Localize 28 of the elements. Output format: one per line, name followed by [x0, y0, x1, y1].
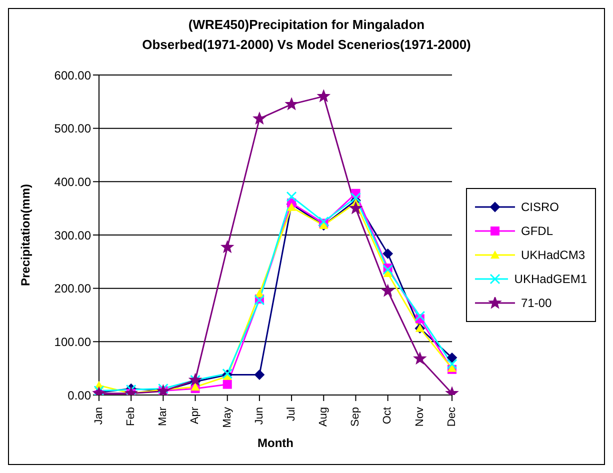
- x-tick-label: Jun: [253, 407, 266, 425]
- x-tick-label: Feb: [124, 407, 137, 426]
- x-tick-label: Jul: [285, 407, 298, 422]
- chart-title: (WRE450)Precipitation for Mingaladon: [187, 16, 426, 34]
- x-tick-label: Dec: [446, 406, 458, 427]
- y-tick-label: 300.00: [54, 228, 92, 242]
- x-tick-label: Mar: [157, 406, 170, 426]
- y-tick-label: 200.00: [54, 282, 92, 296]
- x-axis-title: Month: [258, 436, 294, 450]
- x-tick-label: Sep: [350, 407, 362, 427]
- y-axis-title: Precipitation(mm): [18, 184, 32, 286]
- y-tick-label: 0.00: [68, 388, 92, 402]
- y-tick-label: 400.00: [54, 174, 92, 189]
- x-tick-label: Aug: [318, 407, 330, 427]
- x-tick-label: May: [221, 406, 234, 428]
- legend-label: CISRO: [521, 200, 560, 214]
- legend-label: UKHadCM3: [521, 248, 586, 262]
- legend-label: UKHadGEM1: [514, 272, 587, 286]
- legend-label: 71-00: [521, 296, 552, 310]
- chart-subtitle: Obserbed(1971-2000) Vs Model Scenerios(1971-2000): [141, 36, 472, 54]
- x-tick-label: Nov: [414, 406, 426, 427]
- y-tick-label: 600.00: [54, 68, 92, 82]
- y-tick-label: 500.00: [54, 122, 92, 136]
- x-tick-label: Jan: [92, 407, 105, 425]
- y-tick-label: 100.00: [54, 334, 92, 349]
- x-tick-label: Oct: [382, 407, 394, 424]
- legend-label: GFDL: [521, 224, 554, 238]
- x-tick-label: Apr: [189, 406, 202, 424]
